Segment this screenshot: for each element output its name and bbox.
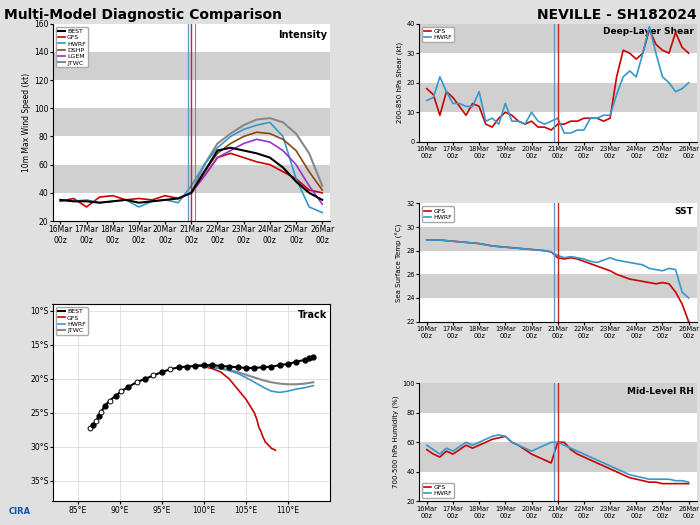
Legend: GFS, HWRF: GFS, HWRF — [422, 483, 454, 498]
Legend: GFS, HWRF: GFS, HWRF — [422, 206, 454, 222]
Bar — [419, 227, 696, 250]
Bar — [419, 275, 696, 298]
Y-axis label: Sea Surface Temp (°C): Sea Surface Temp (°C) — [396, 223, 403, 302]
Bar — [419, 413, 696, 442]
Text: Multi-Model Diagnostic Comparison: Multi-Model Diagnostic Comparison — [4, 8, 281, 22]
Bar — [52, 136, 330, 165]
Bar — [419, 53, 696, 83]
Legend: BEST, GFS, HWRF, JTWC: BEST, GFS, HWRF, JTWC — [55, 307, 88, 335]
Bar — [419, 112, 696, 142]
Bar — [52, 108, 330, 136]
Bar — [419, 383, 696, 413]
Y-axis label: 700-500 hPa Humidity (%): 700-500 hPa Humidity (%) — [393, 396, 399, 488]
Bar — [419, 24, 696, 53]
Bar — [419, 203, 696, 227]
Bar — [52, 193, 330, 221]
Bar — [419, 250, 696, 275]
Bar — [419, 298, 696, 322]
Legend: BEST, GFS, HWRF, DSHP, LGEM, JTWC: BEST, GFS, HWRF, DSHP, LGEM, JTWC — [55, 27, 88, 67]
Text: SST: SST — [675, 207, 694, 216]
Text: Deep-Layer Shear: Deep-Layer Shear — [603, 27, 694, 36]
Y-axis label: 10m Max Wind Speed (kt): 10m Max Wind Speed (kt) — [22, 73, 31, 172]
Text: NEVILLE - SH182024: NEVILLE - SH182024 — [537, 8, 696, 22]
Bar — [419, 83, 696, 112]
Bar — [52, 80, 330, 108]
Bar — [52, 165, 330, 193]
Text: Mid-Level RH: Mid-Level RH — [626, 387, 694, 396]
Bar — [419, 442, 696, 472]
Text: Track: Track — [298, 310, 328, 320]
Text: Intensity: Intensity — [279, 29, 328, 39]
Bar — [52, 52, 330, 80]
Bar — [419, 472, 696, 501]
Y-axis label: 200-850 hPa Shear (kt): 200-850 hPa Shear (kt) — [397, 42, 403, 123]
Legend: GFS, HWRF: GFS, HWRF — [422, 27, 454, 42]
Bar — [52, 24, 330, 52]
Text: CIRA: CIRA — [8, 507, 31, 517]
